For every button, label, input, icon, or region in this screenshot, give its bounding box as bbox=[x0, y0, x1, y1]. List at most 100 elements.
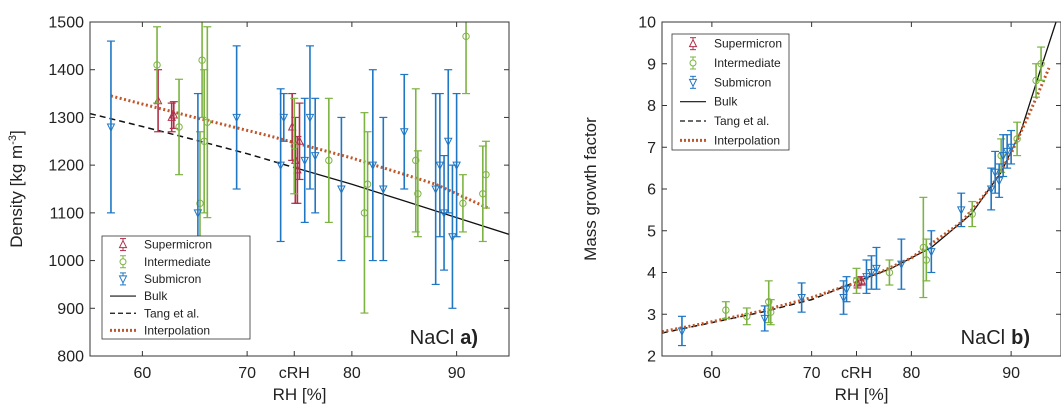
marker-triangle-up bbox=[293, 164, 302, 174]
data-point-submicron bbox=[443, 69, 453, 214]
crh-tick-label: cRH bbox=[279, 365, 310, 382]
legend-entry: Tang et al. bbox=[110, 306, 199, 320]
data-point-submicron bbox=[431, 92, 440, 286]
marker-circle bbox=[412, 156, 420, 165]
data-point-intermediate bbox=[766, 299, 775, 326]
y-tick-label: 9 bbox=[647, 56, 656, 73]
crh-tick-label: cRH bbox=[841, 365, 872, 382]
legend: Supermicron Intermediate Submicron Bulk Tang… bbox=[671, 33, 790, 151]
legend-label: Intermediate bbox=[144, 255, 211, 269]
data-point-intermediate bbox=[458, 174, 467, 233]
legend-entry: Intermediate bbox=[689, 56, 781, 70]
marker-circle bbox=[290, 142, 298, 150]
marker-circle bbox=[325, 156, 333, 165]
data-point-submicron bbox=[399, 73, 409, 190]
y-tick-label: 6 bbox=[647, 182, 656, 199]
marker-triangle-down bbox=[193, 209, 203, 218]
marker-triangle-down bbox=[232, 113, 241, 123]
plot-frame bbox=[89, 21, 510, 357]
x-tick-label: 80 bbox=[343, 365, 361, 382]
x-axis-label: RH [%] bbox=[835, 385, 889, 404]
marker-circle bbox=[198, 56, 206, 64]
marker-circle bbox=[968, 210, 976, 218]
x-tick-label: 60 bbox=[703, 365, 721, 382]
legend-entry: Submicron bbox=[688, 75, 771, 89]
y-tick-label: 10 bbox=[638, 15, 656, 32]
data-point-intermediate bbox=[1037, 46, 1046, 82]
marker-circle bbox=[459, 199, 467, 208]
y-axis-label: Density [kg m-3] bbox=[7, 130, 26, 248]
marker-triangle-down bbox=[300, 156, 310, 166]
data-point-submicron bbox=[232, 45, 241, 190]
x-tick-label: 70 bbox=[803, 365, 821, 382]
marker-triangle-down bbox=[842, 285, 851, 295]
y-tick-label: 7 bbox=[647, 140, 656, 157]
legend-marker-circle bbox=[119, 258, 127, 266]
marker-circle bbox=[175, 123, 183, 131]
data-point-submicron bbox=[452, 92, 461, 238]
data-point-submicron bbox=[862, 259, 871, 294]
marker-circle bbox=[462, 32, 470, 41]
marker-triangle-down bbox=[862, 273, 871, 282]
marker-triangle-down bbox=[368, 161, 378, 171]
y-axis-label: Mass growth factor bbox=[581, 117, 600, 261]
marker-circle bbox=[1037, 60, 1045, 68]
panel-a: 60 70 80 90 cRH 800 900 1000 1100 1200 1300 1400 150… bbox=[7, 15, 510, 404]
data-point-intermediate bbox=[1013, 121, 1022, 157]
x-tick-label: 90 bbox=[448, 365, 466, 382]
marker-triangle-down bbox=[797, 294, 806, 303]
data-point-intermediate bbox=[324, 97, 333, 223]
panel-b: 60 70 80 90 cRH 2 3 4 5 6 7 8 9 10 RH [%] Mass growth f… bbox=[581, 15, 1061, 404]
data-point-intermediate bbox=[153, 26, 162, 104]
marker-circle bbox=[885, 268, 894, 277]
marker-circle bbox=[1013, 135, 1021, 143]
data-point-submicron bbox=[927, 230, 936, 274]
data-point-submicron bbox=[842, 276, 851, 303]
data-point-intermediate bbox=[363, 131, 372, 238]
legend-label: Submicron bbox=[714, 75, 771, 89]
marker-triangle-down bbox=[305, 113, 315, 123]
marker-circle bbox=[482, 170, 490, 179]
legend-entry: Intermediate bbox=[119, 255, 211, 269]
data-point-intermediate bbox=[462, 22, 471, 95]
plot-data bbox=[90, 22, 509, 333]
y-tick-label: 2 bbox=[647, 349, 656, 366]
legend-entry: Bulk bbox=[110, 289, 168, 303]
y-tick-label: 1000 bbox=[48, 253, 84, 270]
y-axis-label-main: Density [kg m bbox=[7, 145, 26, 248]
data-point-intermediate bbox=[175, 78, 184, 176]
y-tick-label: 1400 bbox=[48, 62, 84, 79]
data-point-submicron bbox=[106, 40, 116, 214]
y-tick-label: 1100 bbox=[50, 205, 85, 222]
y-tick-label: 5 bbox=[647, 223, 656, 240]
marker-triangle-down bbox=[998, 152, 1008, 161]
x-tick-label: 60 bbox=[133, 365, 151, 382]
legend-label: Supermicron bbox=[144, 238, 212, 252]
legend-label: Submicron bbox=[144, 272, 201, 286]
y-tick-label: 3 bbox=[647, 307, 656, 324]
legend-marker-triangle-down bbox=[118, 275, 128, 285]
data-point-intermediate bbox=[742, 307, 751, 326]
marker-circle bbox=[743, 312, 751, 321]
marker-triangle-down bbox=[378, 185, 388, 195]
panel-label: b) bbox=[1011, 327, 1030, 349]
legend-entry: Bulk bbox=[680, 95, 738, 109]
legend-box bbox=[671, 33, 790, 151]
marker-triangle-down bbox=[337, 185, 346, 195]
marker-circle bbox=[203, 118, 212, 126]
data-point-intermediate bbox=[413, 150, 422, 238]
y-tick-label: 1200 bbox=[48, 158, 84, 175]
plot-data bbox=[662, 22, 1057, 347]
data-point-submicron bbox=[897, 238, 906, 290]
data-point-submicron bbox=[760, 305, 770, 332]
marker-circle bbox=[922, 256, 931, 264]
marker-triangle-up bbox=[167, 112, 177, 121]
panel-annotation: NaCl b) bbox=[961, 327, 1030, 349]
y-tick-label: 1300 bbox=[48, 110, 84, 127]
x-axis-label: RH [%] bbox=[273, 385, 327, 404]
marker-triangle-down bbox=[279, 113, 289, 123]
marker-triangle-down bbox=[956, 206, 966, 215]
data-point-intermediate bbox=[852, 267, 861, 294]
y-tick-label: 800 bbox=[57, 349, 84, 366]
